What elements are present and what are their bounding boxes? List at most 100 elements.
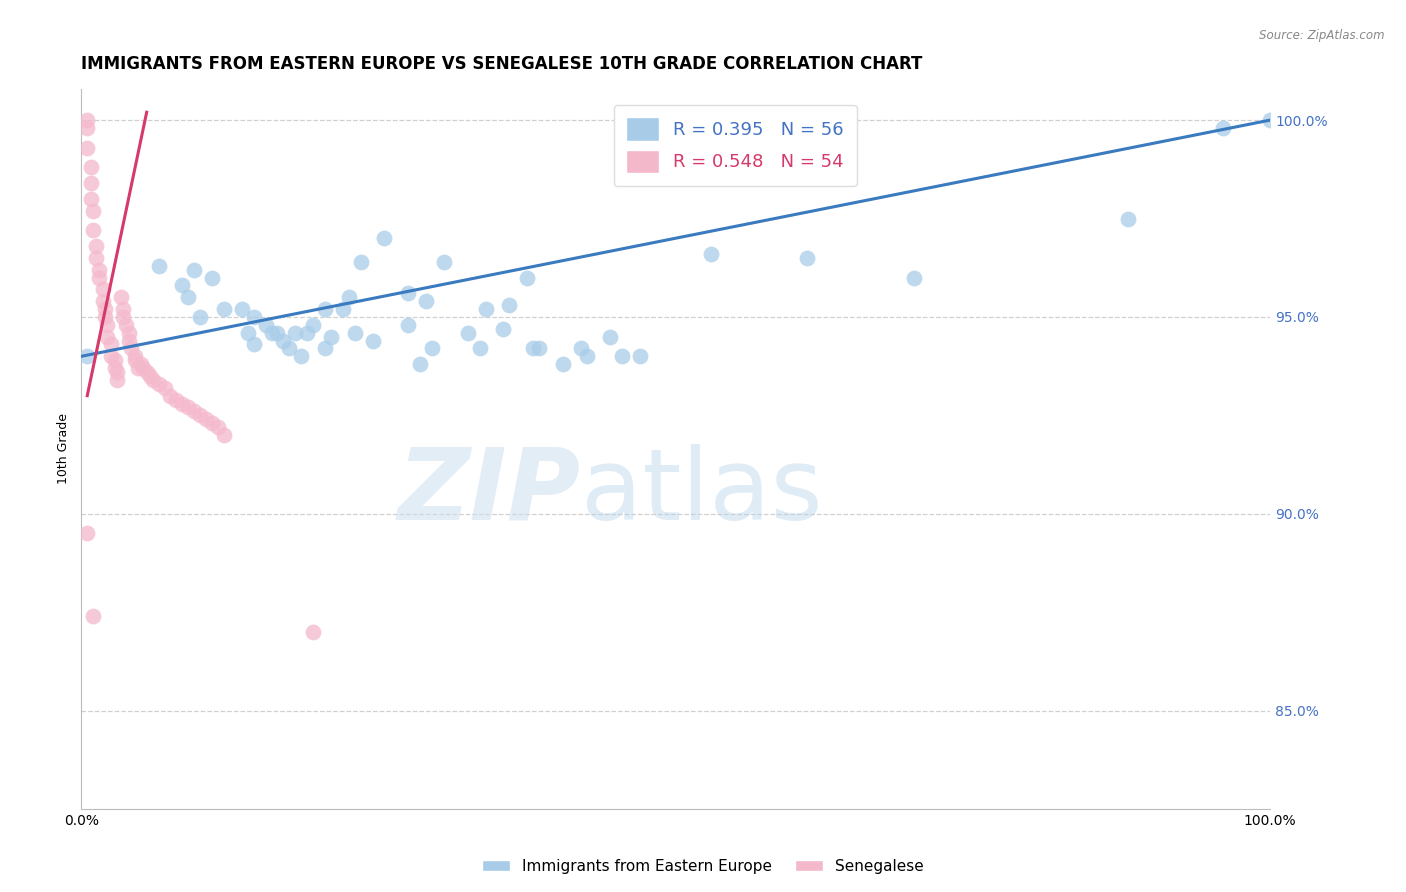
Point bbox=[302, 318, 325, 332]
Point bbox=[132, 361, 155, 376]
Point bbox=[91, 282, 114, 296]
Legend: R = 0.395   N = 56, R = 0.548   N = 54: R = 0.395 N = 56, R = 0.548 N = 54 bbox=[614, 105, 856, 186]
Point bbox=[159, 389, 181, 403]
Point bbox=[82, 203, 104, 218]
Point bbox=[796, 251, 818, 265]
Point bbox=[96, 318, 118, 332]
Point bbox=[177, 290, 200, 304]
Point bbox=[612, 349, 634, 363]
Point bbox=[105, 365, 128, 379]
Point bbox=[273, 334, 295, 348]
Point bbox=[212, 428, 235, 442]
Point bbox=[295, 326, 318, 340]
Point bbox=[420, 342, 443, 356]
Point bbox=[1212, 120, 1234, 135]
Point bbox=[332, 301, 354, 316]
Point bbox=[80, 161, 103, 175]
Point bbox=[94, 301, 117, 316]
Point bbox=[516, 270, 538, 285]
Point bbox=[350, 255, 373, 269]
Point bbox=[80, 192, 103, 206]
Point bbox=[551, 357, 574, 371]
Point bbox=[103, 353, 125, 368]
Point bbox=[148, 376, 170, 391]
Point bbox=[319, 329, 342, 343]
Point bbox=[183, 404, 205, 418]
Point bbox=[396, 318, 419, 332]
Y-axis label: 10th Grade: 10th Grade bbox=[58, 413, 70, 484]
Point bbox=[195, 412, 218, 426]
Point bbox=[84, 239, 107, 253]
Point bbox=[153, 381, 176, 395]
Text: IMMIGRANTS FROM EASTERN EUROPE VS SENEGALESE 10TH GRADE CORRELATION CHART: IMMIGRANTS FROM EASTERN EUROPE VS SENEGA… bbox=[82, 55, 922, 73]
Point bbox=[337, 290, 360, 304]
Point bbox=[172, 396, 194, 410]
Point bbox=[80, 176, 103, 190]
Point bbox=[361, 334, 384, 348]
Point bbox=[118, 334, 141, 348]
Point bbox=[94, 310, 117, 324]
Point bbox=[457, 326, 479, 340]
Point bbox=[290, 349, 312, 363]
Text: ZIP: ZIP bbox=[398, 443, 581, 541]
Point bbox=[103, 361, 125, 376]
Point bbox=[575, 349, 598, 363]
Point bbox=[314, 301, 336, 316]
Point bbox=[82, 609, 104, 624]
Point bbox=[492, 322, 515, 336]
Point bbox=[396, 286, 419, 301]
Point bbox=[118, 326, 141, 340]
Point bbox=[84, 251, 107, 265]
Point bbox=[231, 301, 253, 316]
Point bbox=[135, 365, 157, 379]
Point bbox=[569, 342, 592, 356]
Point bbox=[183, 262, 205, 277]
Point bbox=[266, 326, 288, 340]
Point bbox=[284, 326, 307, 340]
Point bbox=[142, 373, 165, 387]
Point bbox=[212, 301, 235, 316]
Point bbox=[100, 349, 122, 363]
Point bbox=[96, 329, 118, 343]
Point bbox=[76, 141, 98, 155]
Point bbox=[373, 231, 395, 245]
Point bbox=[127, 361, 149, 376]
Point bbox=[177, 401, 200, 415]
Point bbox=[82, 223, 104, 237]
Point bbox=[628, 349, 651, 363]
Point bbox=[110, 290, 132, 304]
Point bbox=[76, 113, 98, 128]
Point bbox=[409, 357, 432, 371]
Point bbox=[120, 342, 142, 356]
Point bbox=[522, 342, 544, 356]
Point bbox=[254, 318, 277, 332]
Point bbox=[527, 342, 550, 356]
Point bbox=[278, 342, 301, 356]
Point bbox=[700, 247, 723, 261]
Point bbox=[1258, 113, 1281, 128]
Point bbox=[105, 373, 128, 387]
Point bbox=[139, 369, 162, 384]
Point bbox=[1116, 211, 1139, 226]
Point bbox=[111, 301, 134, 316]
Point bbox=[474, 301, 496, 316]
Point bbox=[207, 420, 229, 434]
Point bbox=[91, 294, 114, 309]
Point bbox=[201, 416, 224, 430]
Point bbox=[172, 278, 194, 293]
Point bbox=[100, 337, 122, 351]
Point bbox=[415, 294, 437, 309]
Point bbox=[76, 349, 98, 363]
Point bbox=[260, 326, 283, 340]
Point bbox=[76, 526, 98, 541]
Point bbox=[124, 353, 146, 368]
Point bbox=[314, 342, 336, 356]
Point bbox=[188, 409, 211, 423]
Point bbox=[124, 349, 146, 363]
Point bbox=[165, 392, 187, 407]
Point bbox=[242, 337, 264, 351]
Point bbox=[188, 310, 211, 324]
Point bbox=[433, 255, 456, 269]
Point bbox=[343, 326, 366, 340]
Text: Source: ZipAtlas.com: Source: ZipAtlas.com bbox=[1260, 29, 1385, 43]
